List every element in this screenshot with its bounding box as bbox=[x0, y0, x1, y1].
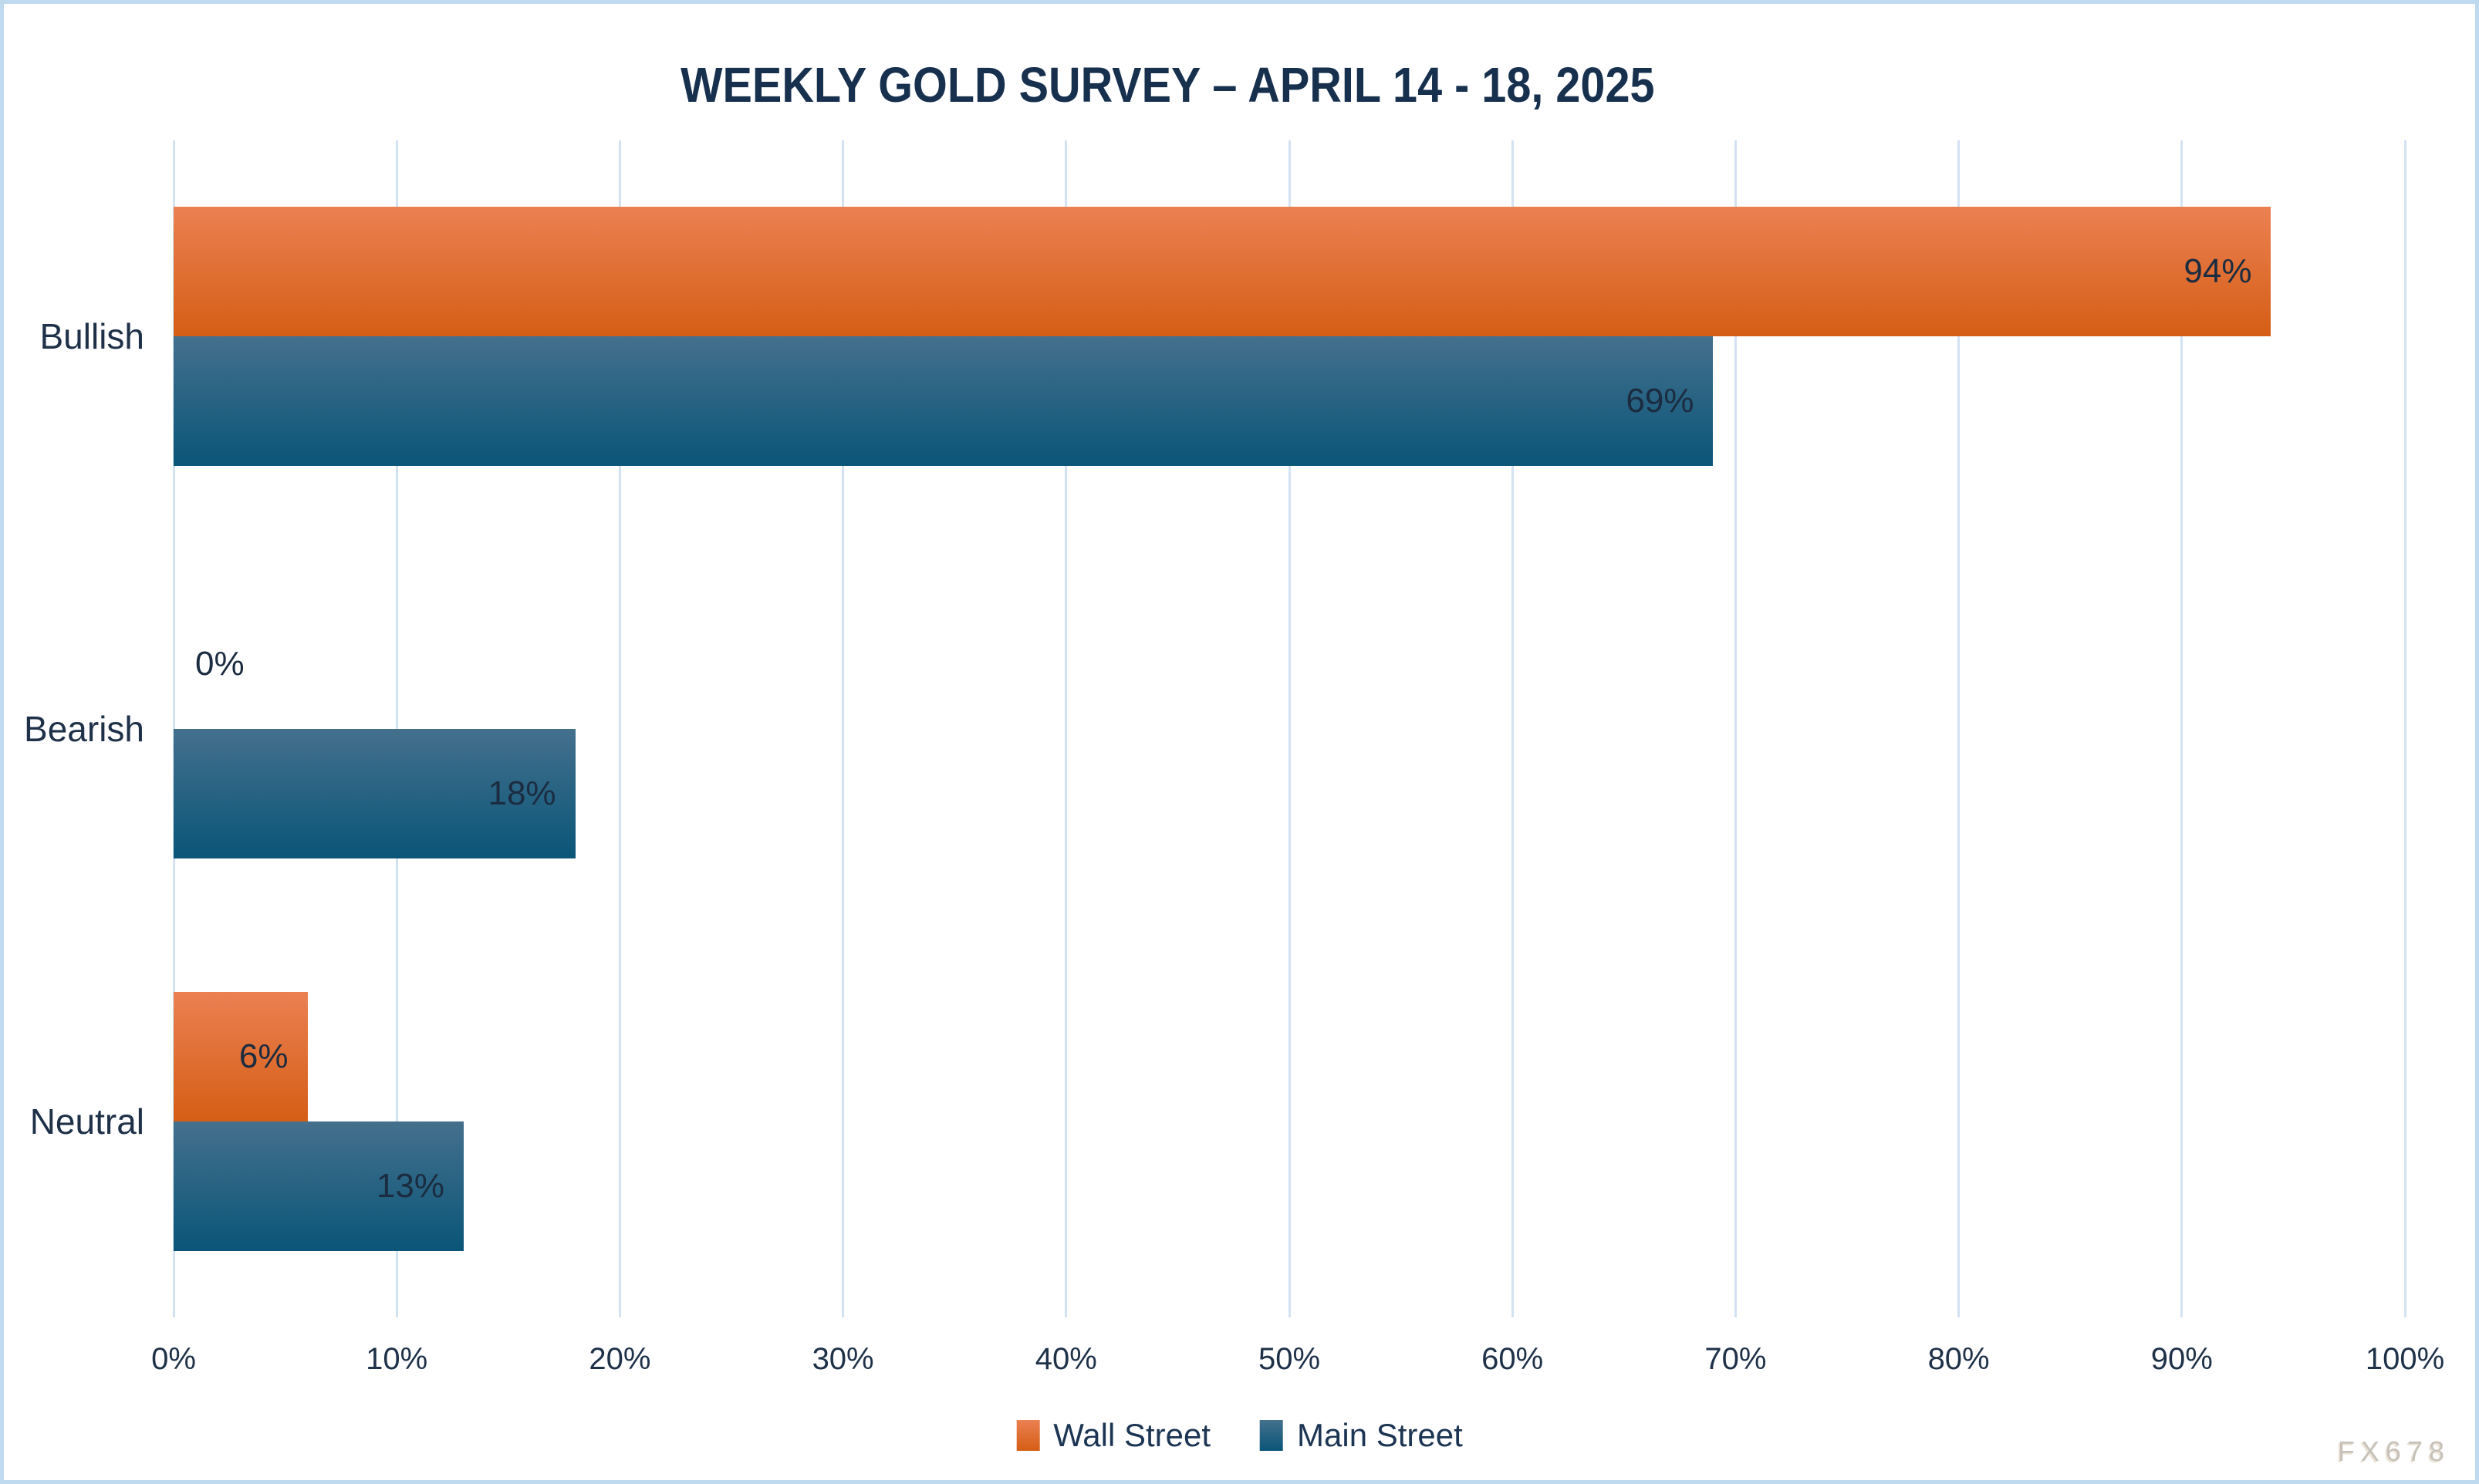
x-tick-label: 30% bbox=[812, 1342, 874, 1376]
value-label-main-street-neutral: 13% bbox=[376, 1166, 444, 1205]
value-label-main-street-bullish: 69% bbox=[1626, 382, 1694, 420]
gridline bbox=[1511, 140, 1514, 1317]
gridline bbox=[1288, 140, 1291, 1317]
bar-main-street-bullish bbox=[174, 336, 1714, 467]
x-tick-label: 100% bbox=[2365, 1342, 2445, 1376]
value-label-wall-street-bullish: 94% bbox=[2183, 252, 2252, 291]
watermark: FX678 bbox=[2337, 1435, 2450, 1467]
category-label-bearish: Bearish bbox=[24, 709, 144, 749]
x-tick-label: 60% bbox=[1481, 1342, 1544, 1376]
gridline bbox=[618, 140, 621, 1317]
bar-main-street-neutral bbox=[174, 1121, 464, 1251]
gridline bbox=[1957, 140, 1961, 1317]
value-label-main-street-bearish: 18% bbox=[488, 774, 556, 812]
x-tick-label: 20% bbox=[589, 1342, 651, 1376]
x-tick-label: 70% bbox=[1704, 1342, 1767, 1376]
gridline bbox=[1065, 140, 1068, 1317]
gridline bbox=[2403, 140, 2406, 1317]
value-label-wall-street-neutral: 6% bbox=[238, 1037, 289, 1075]
category-label-neutral: Neutral bbox=[29, 1101, 144, 1142]
x-tick-label: 50% bbox=[1258, 1342, 1321, 1376]
legend-swatch-wall-street bbox=[1016, 1420, 1040, 1451]
gridline bbox=[2180, 140, 2183, 1317]
x-tick-label: 0% bbox=[151, 1342, 196, 1376]
legend-label: Main Street bbox=[1297, 1417, 1463, 1453]
legend-item-wall-street: Wall Street bbox=[1016, 1417, 1211, 1454]
bar-wall-street-neutral bbox=[174, 991, 308, 1121]
legend-item-main-street: Main Street bbox=[1260, 1417, 1463, 1454]
title-row: WEEKLY GOLD SURVEY – APRIL 14 - 18, 2025 bbox=[4, 56, 2407, 113]
x-tick-label: 80% bbox=[1927, 1342, 1990, 1376]
x-tick-label: 90% bbox=[2150, 1342, 2213, 1376]
gridline bbox=[842, 140, 845, 1317]
legend: Wall Street Main Street bbox=[1016, 1417, 1463, 1454]
x-tick-label: 40% bbox=[1035, 1342, 1097, 1376]
value-label-wall-street-bearish: 0% bbox=[195, 645, 245, 683]
bar-wall-street-bullish bbox=[174, 207, 2271, 337]
bar-main-street-bearish bbox=[174, 729, 576, 858]
legend-swatch-main-street bbox=[1260, 1420, 1284, 1451]
category-label-bullish: Bullish bbox=[39, 316, 144, 357]
chart-title: WEEKLY GOLD SURVEY – APRIL 14 - 18, 2025 bbox=[681, 57, 1655, 113]
legend-label: Wall Street bbox=[1053, 1417, 1211, 1453]
gridline bbox=[1734, 140, 1737, 1317]
x-tick-label: 10% bbox=[366, 1342, 428, 1376]
